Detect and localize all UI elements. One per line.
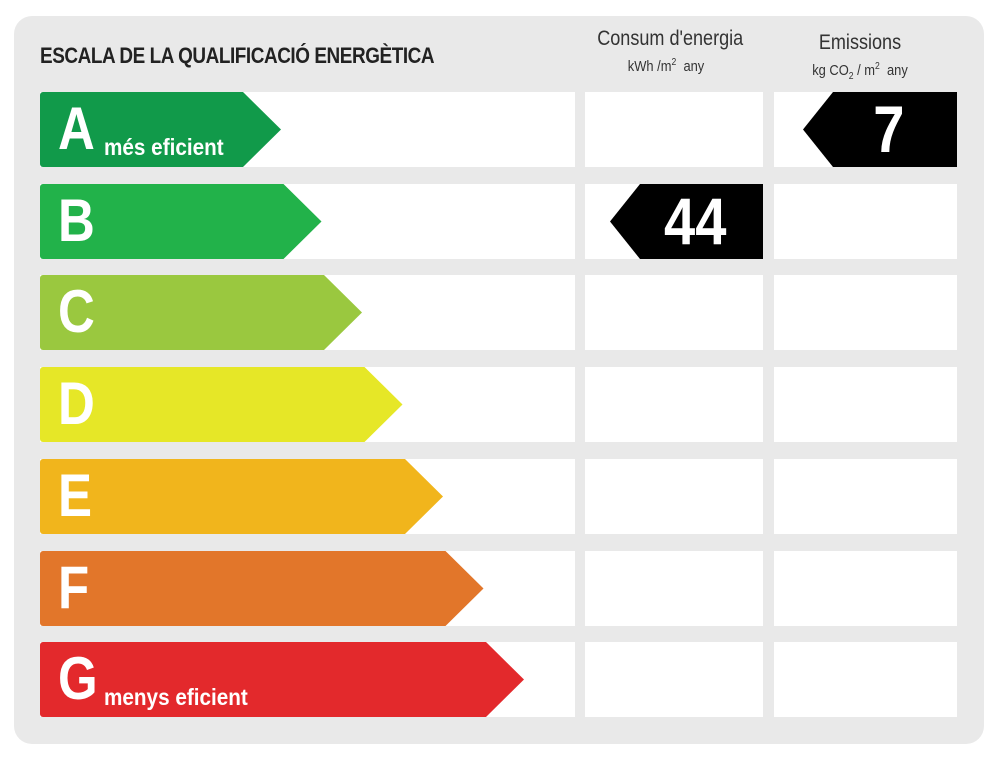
class-letter: A [58, 95, 95, 162]
consumption-cell-g [585, 642, 763, 717]
consumption-cell-c [585, 275, 763, 350]
emissions-unit: kg CO2 / m2 any [812, 61, 908, 82]
class-arrow-shape [40, 184, 322, 259]
class-arrow-shape [40, 459, 443, 534]
emissions-label: Emissions [818, 31, 902, 54]
class-arrow-b: B [40, 184, 322, 259]
emissions-rating-tag-value: 7 [872, 92, 905, 166]
consumption-unit: kWh /m2 any [627, 57, 705, 75]
emissions-cell-e [774, 459, 957, 534]
class-arrow-shape [40, 92, 281, 167]
consumption-cell-e [585, 459, 763, 534]
class-arrow-e: E [40, 459, 443, 534]
emissions-cell-d [774, 367, 957, 442]
class-arrow-d: D [40, 367, 403, 442]
class-arrow-shape [40, 551, 484, 626]
consumption-rating-tag-value: 44 [663, 184, 727, 258]
emissions-header: Emissions kg CO2 / m2 any [791, 31, 929, 82]
class-arrow-f: F [40, 551, 484, 626]
consumption-header: Consum d'energia kWh /m2 any [597, 27, 744, 75]
class-letter: C [58, 278, 95, 345]
class-letter: F [58, 554, 90, 621]
class-sublabel: menys eficient [104, 684, 248, 710]
class-letter: E [58, 462, 93, 529]
emissions-cell-g [774, 642, 957, 717]
emissions-cell-b [774, 184, 957, 259]
class-arrow-shape [40, 367, 403, 442]
class-arrow-shape [40, 642, 524, 717]
class-sublabel: més eficient [104, 134, 224, 160]
class-arrow-c: C [40, 275, 362, 350]
consumption-label: Consum d'energia [597, 27, 744, 50]
consumption-cell-f [585, 551, 763, 626]
class-arrow-shape [40, 275, 362, 350]
scale-title: ESCALA DE LA QUALIFICACIÓ ENERGÈTICA [40, 43, 435, 68]
emissions-rating-tag: 7 [803, 92, 957, 167]
consumption-cell-a [585, 92, 763, 167]
class-letter: G [58, 645, 98, 712]
consumption-cell-d [585, 367, 763, 442]
emissions-cell-f [774, 551, 957, 626]
emissions-cell-c [774, 275, 957, 350]
consumption-rating-tag: 44 [610, 184, 763, 259]
class-letter: D [58, 370, 95, 437]
class-letter: B [58, 187, 95, 254]
